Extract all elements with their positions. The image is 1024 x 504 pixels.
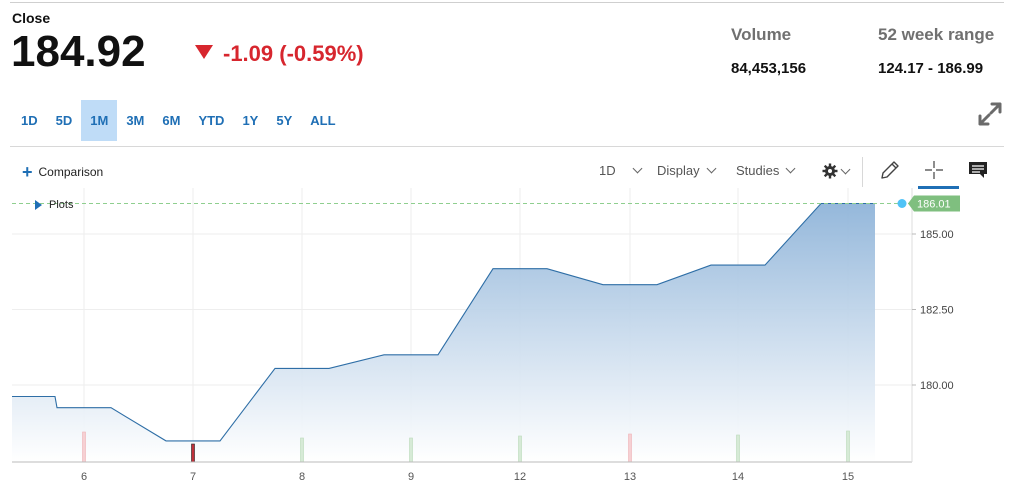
volume-bar	[191, 443, 195, 463]
range-1y[interactable]: 1Y	[242, 113, 259, 128]
chevron-down-icon	[840, 164, 851, 174]
x-tick-label: 6	[81, 471, 87, 483]
y-tick-label: 182.50	[920, 305, 954, 317]
studies-dropdown[interactable]: Studies	[736, 163, 796, 178]
range-1m[interactable]: 1M	[81, 100, 118, 141]
price-change: -1.09 (-0.59%)	[195, 41, 364, 67]
volume-bar	[628, 433, 632, 463]
plots-toggle[interactable]: Plots	[35, 199, 73, 211]
volume-value: 84,453,156	[731, 60, 807, 77]
range-all[interactable]: ALL	[310, 113, 336, 128]
chevron-down-icon	[706, 163, 717, 174]
price-area	[12, 203, 875, 462]
time-range-selector: 1D 5D 1M 3M 6M YTD 1Y 5Y ALL	[12, 100, 345, 141]
section-divider	[10, 146, 1004, 147]
interval-dropdown[interactable]: 1D	[599, 163, 643, 178]
comparison-label: Comparison	[38, 165, 104, 179]
price-chart[interactable]: 6 7 8 9 12 13 14 15 185.00 182.50 180.00 186.01	[0, 188, 1024, 504]
x-tick-label: 8	[299, 471, 305, 483]
display-dropdown[interactable]: Display	[657, 163, 717, 178]
last-value-label: 186.01	[917, 198, 951, 210]
range-ytd[interactable]: YTD	[198, 113, 225, 128]
last-value-dot	[897, 198, 907, 208]
range-5y[interactable]: 5Y	[276, 113, 293, 128]
x-tick-label: 15	[842, 471, 854, 483]
volume-bar	[846, 430, 850, 463]
gear-icon	[822, 163, 838, 179]
chevron-down-icon	[632, 163, 643, 174]
range-6m[interactable]: 6M	[162, 113, 181, 128]
x-tick-label: 12	[514, 471, 526, 483]
volume-bar	[518, 435, 522, 463]
range-5d[interactable]: 5D	[55, 113, 73, 128]
toolbar-divider	[862, 157, 863, 187]
volume-bar	[82, 431, 86, 463]
active-tool-indicator	[918, 186, 959, 189]
x-tick-label: 13	[624, 471, 636, 483]
settings-dropdown[interactable]	[822, 163, 851, 179]
pencil-icon[interactable]	[878, 158, 902, 182]
down-triangle-icon	[195, 45, 213, 59]
52-week-range-label: 52 week range	[878, 25, 995, 44]
volume-bar	[736, 434, 740, 463]
volume-label: Volume	[731, 25, 792, 44]
plots-label: Plots	[49, 199, 74, 211]
x-tick-label: 9	[408, 471, 414, 483]
top-divider	[10, 2, 1004, 3]
y-tick-label: 180.00	[920, 380, 954, 392]
chevron-down-icon	[785, 163, 796, 174]
range-3m[interactable]: 3M	[126, 113, 145, 128]
close-price: 184.92	[11, 27, 146, 76]
volume-bar	[300, 437, 304, 463]
display-label: Display	[657, 163, 700, 178]
x-tick-label: 14	[732, 471, 744, 483]
expand-icon[interactable]	[977, 101, 1003, 127]
crosshair-icon[interactable]	[922, 158, 946, 182]
last-value-tag	[908, 195, 960, 212]
volume-bar	[409, 437, 413, 463]
y-tick-label: 185.00	[920, 229, 954, 241]
interval-label: 1D	[599, 163, 616, 178]
price-change-value: -1.09 (-0.59%)	[223, 41, 364, 66]
price-line	[12, 202, 875, 442]
comment-icon[interactable]	[966, 158, 990, 182]
x-tick-label: 7	[190, 471, 196, 483]
range-1d[interactable]: 1D	[21, 113, 38, 128]
close-label: Close	[12, 10, 51, 26]
triangle-right-icon	[35, 200, 42, 210]
52-week-range-value: 124.17 - 186.99	[878, 60, 984, 77]
plus-icon: +	[22, 162, 33, 182]
comparison-button[interactable]: + Comparison	[22, 162, 104, 182]
studies-label: Studies	[736, 163, 780, 178]
